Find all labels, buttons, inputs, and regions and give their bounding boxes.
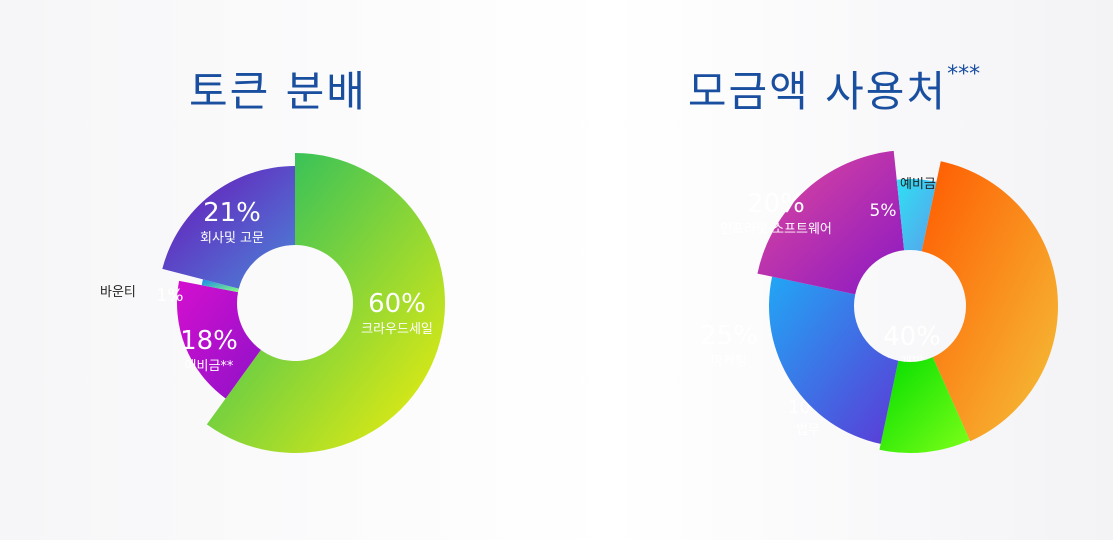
slice-회사및-고문-name-label: 회사및 고문 bbox=[200, 231, 264, 246]
slice-개발 bbox=[921, 161, 1058, 442]
funds-usage-title-text: 모금액 사용처 bbox=[687, 67, 948, 116]
slice-인프라및-소프트웨어 bbox=[757, 150, 905, 295]
slice-예비금-percent-label: 5% bbox=[870, 201, 897, 221]
token-distribution-panel: 토큰 분배 60% 크라우드세일 18% 예비금** 1% 바운티 21% 회사및 고문 bbox=[0, 0, 556, 540]
slice-법무-name-label: 법무 bbox=[796, 423, 820, 438]
slice-예비금-percent-label: 18% bbox=[180, 326, 238, 356]
slice-회사및-고문-percent-label: 21% bbox=[203, 198, 261, 228]
slice-개발-percent-label: 40% bbox=[883, 322, 941, 352]
slice-예비금 bbox=[177, 280, 261, 399]
token-distribution-title: 토큰 분배 bbox=[0, 58, 556, 119]
slice-예비금-name-label: 예비금 bbox=[900, 177, 936, 192]
token-distribution-title-text: 토큰 분배 bbox=[189, 67, 367, 116]
slice-인프라및-소프트웨어-name-label: 인프라및 소프트웨어 bbox=[720, 222, 832, 237]
slice-크라우드세일-percent-label: 60% bbox=[368, 289, 426, 319]
slice-인프라및-소프트웨어-percent-label: 20% bbox=[747, 189, 805, 219]
slice-예비금 bbox=[896, 179, 937, 252]
funds-usage-title-suffix: *** bbox=[947, 62, 981, 87]
slice-예비금-name-label: 예비금** bbox=[185, 359, 234, 374]
slice-마케팅-percent-label: 25% bbox=[700, 321, 758, 351]
token-distribution-donut: 60% 크라우드세일 18% 예비금** 1% 바운티 21% 회사및 고문 bbox=[100, 153, 445, 453]
slice-크라우드세일 bbox=[206, 153, 445, 453]
slice-마케팅-name-label: 마케팅 bbox=[711, 354, 747, 369]
funds-usage-title: 모금액 사용처*** bbox=[556, 58, 1112, 119]
slice-회사및-고문 bbox=[162, 166, 295, 289]
slice-크라우드세일-name-label: 크라우드세일 bbox=[361, 322, 433, 337]
slice-바운티-percent-label: 1% bbox=[157, 286, 184, 306]
slice-마케팅 bbox=[769, 276, 899, 444]
slice-바운티 bbox=[201, 279, 239, 293]
slice-바운티-name-label: 바운티 bbox=[100, 285, 136, 300]
slice-법무 bbox=[879, 357, 970, 453]
